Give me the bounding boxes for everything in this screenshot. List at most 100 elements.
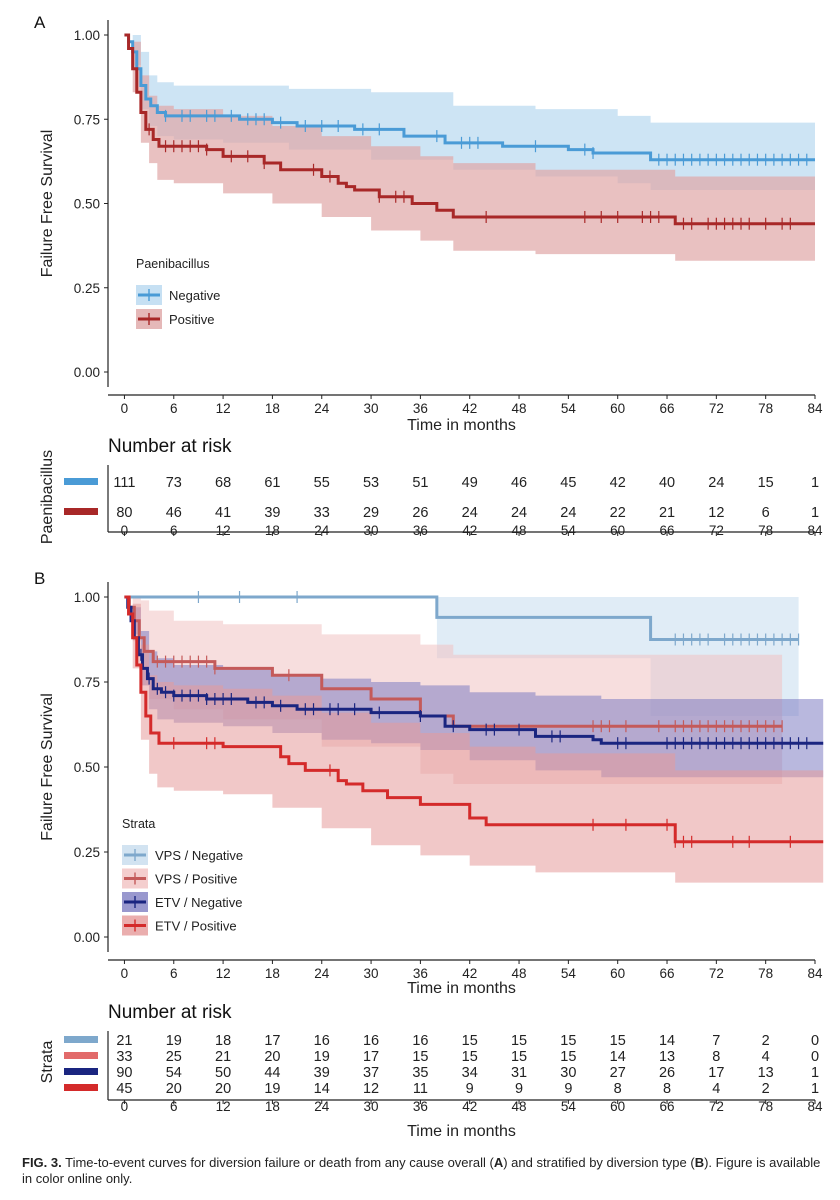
risk-value: 19 xyxy=(166,1033,182,1049)
ci-band-4 xyxy=(124,597,824,883)
risk-value: 37 xyxy=(363,1065,379,1081)
legend-item-label: Positive xyxy=(169,312,215,327)
risk-value: 51 xyxy=(412,475,428,491)
risk-x-tick-label: 78 xyxy=(758,1099,773,1114)
risk-value: 18 xyxy=(215,1033,231,1049)
risk-value: 12 xyxy=(708,505,724,521)
risk-value: 9 xyxy=(515,1081,523,1097)
risk-table-title: Number at risk xyxy=(108,1002,232,1023)
risk-value: 8 xyxy=(614,1081,622,1097)
caption-text-1: Time-to-event curves for diversion failu… xyxy=(61,1155,494,1170)
risk-value: 13 xyxy=(758,1065,774,1081)
y-tick-label: 0.50 xyxy=(74,760,100,775)
risk-value: 16 xyxy=(363,1033,379,1049)
caption-text-2: ) and stratified by diversion type ( xyxy=(503,1155,695,1170)
risk-value: 21 xyxy=(215,1049,231,1065)
risk-value: 68 xyxy=(215,475,231,491)
x-tick-label: 12 xyxy=(216,966,231,981)
risk-value: 80 xyxy=(116,505,132,521)
risk-value: 14 xyxy=(610,1049,626,1065)
risk-x-tick-label: 18 xyxy=(265,523,280,538)
risk-value: 21 xyxy=(659,505,675,521)
risk-value: 21 xyxy=(116,1033,132,1049)
risk-value: 1 xyxy=(811,1081,819,1097)
x-axis-title: Time in months xyxy=(407,980,516,997)
risk-value: 0 xyxy=(811,1049,819,1065)
panel-b: B Failure Free Survival 0.00 0.25 0.50 0.75 1.… xyxy=(34,569,824,1140)
ci-band-2 xyxy=(124,35,815,261)
x-tick-label: 72 xyxy=(709,401,724,416)
risk-value: 49 xyxy=(462,475,478,491)
x-tick-label: 24 xyxy=(314,401,330,416)
risk-value: 4 xyxy=(762,1049,770,1065)
risk-value: 35 xyxy=(412,1065,428,1081)
x-tick-label: 18 xyxy=(265,401,280,416)
risk-x-tick-label: 60 xyxy=(610,523,625,538)
risk-value: 27 xyxy=(610,1065,626,1081)
risk-value: 73 xyxy=(166,475,182,491)
survival-line-2 xyxy=(124,33,815,226)
risk-x-tick-label: 54 xyxy=(561,1099,577,1114)
risk-x-tick-label: 66 xyxy=(660,523,675,538)
risk-row-color-key xyxy=(64,508,98,515)
legend-title: Paenibacillus xyxy=(136,257,210,271)
risk-value: 15 xyxy=(560,1049,576,1065)
risk-value: 111 xyxy=(113,475,135,491)
risk-value: 15 xyxy=(610,1033,626,1049)
x-tick-label: 54 xyxy=(561,966,577,981)
x-tick-label: 48 xyxy=(512,966,527,981)
legend-item-label: VPS / Positive xyxy=(155,872,237,887)
risk-value: 17 xyxy=(264,1033,280,1049)
risk-value: 20 xyxy=(166,1081,182,1097)
risk-value: 11 xyxy=(413,1081,428,1097)
y-tick-label: 0.00 xyxy=(74,930,100,945)
risk-x-tick-label: 12 xyxy=(216,523,231,538)
risk-x-tick-label: 54 xyxy=(561,523,577,538)
panel-label: B xyxy=(34,569,45,588)
caption-ref-b: B xyxy=(694,1155,705,1170)
risk-x-tick-label: 78 xyxy=(758,523,773,538)
risk-x-tick-label: 60 xyxy=(610,1099,625,1114)
risk-table-y-label: Strata xyxy=(39,1041,56,1084)
risk-row-color-key xyxy=(64,1084,98,1091)
figure-caption: FIG. 3. Time-to-event curves for diversi… xyxy=(22,1155,822,1187)
y-tick-label: 0.00 xyxy=(74,365,100,380)
x-tick-label: 60 xyxy=(610,401,625,416)
risk-value: 17 xyxy=(708,1065,724,1081)
risk-value: 54 xyxy=(166,1065,182,1081)
risk-value: 9 xyxy=(466,1081,474,1097)
survival-line-4 xyxy=(124,595,824,844)
risk-value: 39 xyxy=(264,505,280,521)
legend-title: Strata xyxy=(122,817,155,831)
x-tick-label: 0 xyxy=(121,966,129,981)
risk-value: 2 xyxy=(762,1033,770,1049)
risk-x-tick-label: 72 xyxy=(709,1099,724,1114)
risk-value: 7 xyxy=(712,1033,720,1049)
risk-value: 24 xyxy=(462,505,478,521)
risk-value: 9 xyxy=(564,1081,572,1097)
risk-x-tick-label: 6 xyxy=(170,1099,178,1114)
risk-x-tick-label: 30 xyxy=(364,1099,379,1114)
risk-value: 24 xyxy=(511,505,527,521)
risk-value: 1 xyxy=(811,475,819,491)
risk-value: 1 xyxy=(811,1065,819,1081)
risk-x-tick-label: 6 xyxy=(170,523,178,538)
risk-x-tick-label: 36 xyxy=(413,523,428,538)
risk-value: 15 xyxy=(758,475,774,491)
risk-value: 42 xyxy=(610,475,626,491)
y-tick-label: 1.00 xyxy=(74,28,100,43)
risk-x-tick-label: 84 xyxy=(807,1099,823,1114)
risk-value: 39 xyxy=(314,1065,330,1081)
risk-value: 19 xyxy=(264,1081,280,1097)
risk-x-tick-label: 36 xyxy=(413,1099,428,1114)
risk-value: 31 xyxy=(511,1065,527,1081)
risk-value: 2 xyxy=(762,1081,770,1097)
y-axis-label: Failure Free Survival xyxy=(39,130,56,278)
y-tick-label: 0.25 xyxy=(74,845,100,860)
risk-value: 24 xyxy=(708,475,724,491)
risk-value: 41 xyxy=(215,505,231,521)
legend-item-label: Negative xyxy=(169,288,220,303)
risk-value: 12 xyxy=(363,1081,379,1097)
risk-value: 45 xyxy=(560,475,576,491)
risk-x-tick-label: 30 xyxy=(364,523,379,538)
